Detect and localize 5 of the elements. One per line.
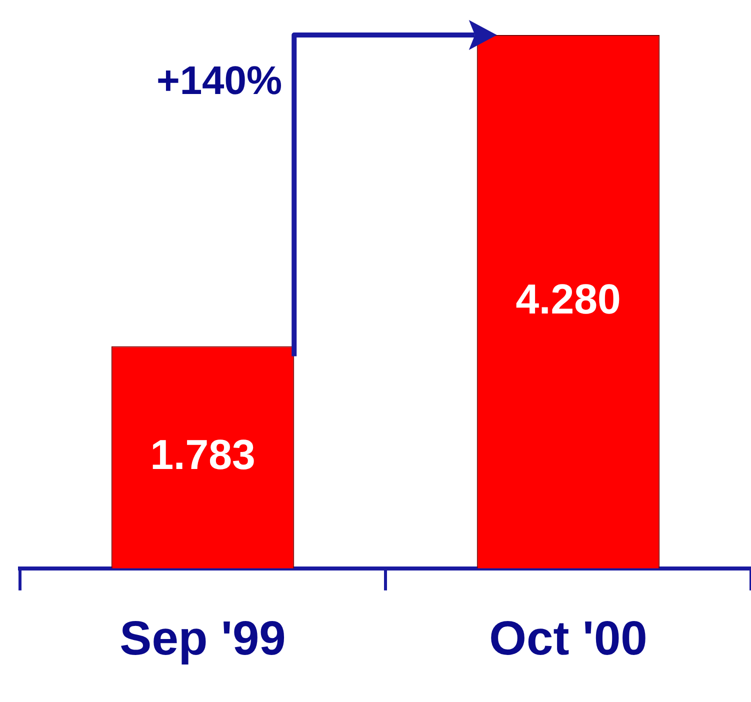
annotation: +140% [156,59,282,104]
data-label: 4.280 [516,275,621,322]
x-tick-label: Sep '99 [120,612,286,666]
x-tick-label: Oct '00 [489,612,648,666]
data-label: 1.783 [150,430,256,478]
